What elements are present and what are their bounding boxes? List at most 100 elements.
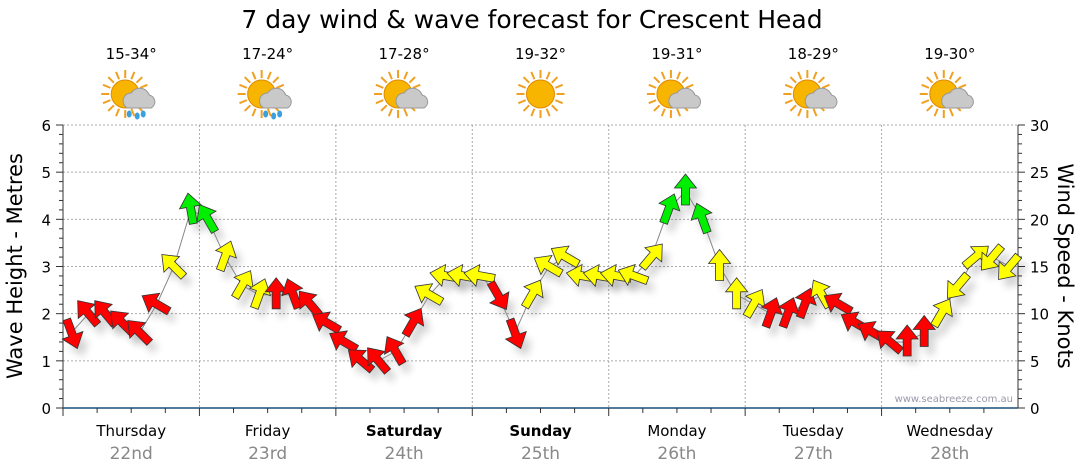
wind-arrow bbox=[981, 243, 1006, 271]
day-name: Friday bbox=[245, 422, 291, 440]
cloud-icon bbox=[668, 87, 701, 109]
cloud-icon bbox=[804, 87, 838, 109]
sun-ray bbox=[107, 76, 115, 84]
day-date: 24th bbox=[385, 444, 424, 464]
raindrop-icon bbox=[277, 110, 283, 118]
wind-arrow bbox=[760, 297, 783, 329]
wind-arrow bbox=[161, 254, 188, 280]
sun-ray bbox=[272, 76, 280, 84]
sun-ray bbox=[387, 108, 393, 117]
sun-ray bbox=[522, 76, 530, 84]
sun-ray bbox=[921, 83, 930, 89]
wind-arrow bbox=[214, 240, 238, 273]
wind-arrow bbox=[196, 204, 219, 235]
sun-ray bbox=[403, 71, 409, 80]
sun-ray bbox=[115, 71, 121, 80]
arrow-shadow bbox=[953, 280, 977, 307]
sun-ray bbox=[102, 83, 111, 89]
weather-icon-sun-cloud bbox=[919, 70, 974, 118]
sun-icon bbox=[526, 79, 555, 109]
day-name: Sunday bbox=[509, 422, 572, 440]
sun-ray bbox=[653, 76, 661, 84]
sun-ray bbox=[926, 76, 934, 84]
wind-arrow bbox=[414, 283, 445, 306]
sun-ray bbox=[403, 108, 409, 117]
day-date: 23rd bbox=[248, 444, 287, 464]
wind-arrows bbox=[61, 173, 1023, 375]
wind-arrow bbox=[895, 324, 919, 357]
sun-ray bbox=[921, 99, 930, 105]
sun-ray bbox=[135, 76, 143, 84]
sun-ray bbox=[789, 76, 797, 84]
wind-arrow bbox=[707, 248, 732, 281]
y-tick-label: 1 bbox=[41, 353, 51, 371]
weather-icon-sun-cloud bbox=[783, 70, 838, 118]
weather-icon-sun-cloud bbox=[374, 70, 429, 118]
sun-ray bbox=[380, 104, 388, 112]
raindrop-icon bbox=[134, 112, 140, 120]
sun-ray bbox=[387, 71, 393, 80]
sun-ray bbox=[545, 71, 551, 80]
wind-arrow bbox=[367, 347, 392, 375]
day-date: 28th bbox=[930, 444, 969, 464]
y-tick-label: 4 bbox=[41, 211, 51, 229]
sun-ray bbox=[551, 76, 559, 84]
wind-arrow bbox=[998, 252, 1023, 281]
sun-ray bbox=[408, 76, 416, 84]
sun-ray bbox=[139, 83, 148, 89]
day-temp: 19-31° bbox=[651, 45, 702, 63]
sun-ray bbox=[554, 83, 564, 89]
sun-ray bbox=[660, 108, 666, 117]
y-tick-label: 6 bbox=[41, 117, 51, 135]
sun-ray bbox=[276, 83, 285, 89]
sun-ray bbox=[954, 76, 962, 84]
day-name: Tuesday bbox=[782, 422, 844, 440]
sun-ray bbox=[380, 76, 388, 84]
day-temp: 19-32° bbox=[515, 45, 566, 63]
sun-ray bbox=[948, 71, 954, 80]
wind-arrow bbox=[329, 330, 360, 353]
chart-title: 7 day wind & wave forecast for Crescent … bbox=[241, 5, 822, 34]
cloud-icon bbox=[259, 87, 292, 109]
wind-arrow bbox=[486, 280, 510, 311]
y2-tick-label: 20 bbox=[1030, 211, 1049, 229]
sun-ray bbox=[107, 104, 115, 112]
sun-ray bbox=[660, 71, 666, 80]
y-axis-label: Wave Height - Metres bbox=[3, 153, 27, 379]
day-temp: 17-28° bbox=[379, 45, 430, 63]
wind-arrow bbox=[504, 317, 527, 350]
y-tick-label: 3 bbox=[41, 259, 51, 277]
sun-ray bbox=[821, 83, 830, 89]
sun-ray bbox=[648, 83, 657, 89]
wind-arrow bbox=[673, 173, 698, 206]
sun-ray bbox=[812, 108, 818, 117]
day-temp: 17-24° bbox=[242, 45, 293, 63]
y2-tick-label: 25 bbox=[1030, 164, 1049, 182]
day-temp: 19-30° bbox=[924, 45, 975, 63]
y2-tick-label: 10 bbox=[1030, 306, 1049, 324]
y2-axis-label: Wind Speed - Knots bbox=[1053, 163, 1077, 368]
sun-ray bbox=[530, 71, 536, 80]
wind-arrow bbox=[912, 314, 937, 347]
day-name: Wednesday bbox=[906, 422, 993, 440]
wind-arrow bbox=[823, 292, 854, 316]
raindrop-icon bbox=[140, 110, 146, 118]
sun-ray bbox=[115, 108, 121, 117]
sun-ray bbox=[653, 104, 661, 112]
sun-ray bbox=[926, 104, 934, 112]
day-date: 25th bbox=[521, 444, 560, 464]
sun-ray bbox=[530, 108, 536, 117]
y-tick-label: 2 bbox=[41, 306, 51, 324]
sun-ray bbox=[648, 99, 657, 105]
raindrop-icon bbox=[126, 110, 132, 118]
wind-arrow bbox=[876, 330, 904, 355]
wind-arrow bbox=[248, 278, 272, 310]
sun-ray bbox=[130, 71, 136, 80]
wind-arrow bbox=[463, 263, 496, 288]
arrow-shadow bbox=[1004, 261, 1028, 288]
day-temp: 18-29° bbox=[788, 45, 839, 63]
wind-arrow bbox=[617, 263, 650, 287]
wind-arrow bbox=[520, 279, 544, 310]
